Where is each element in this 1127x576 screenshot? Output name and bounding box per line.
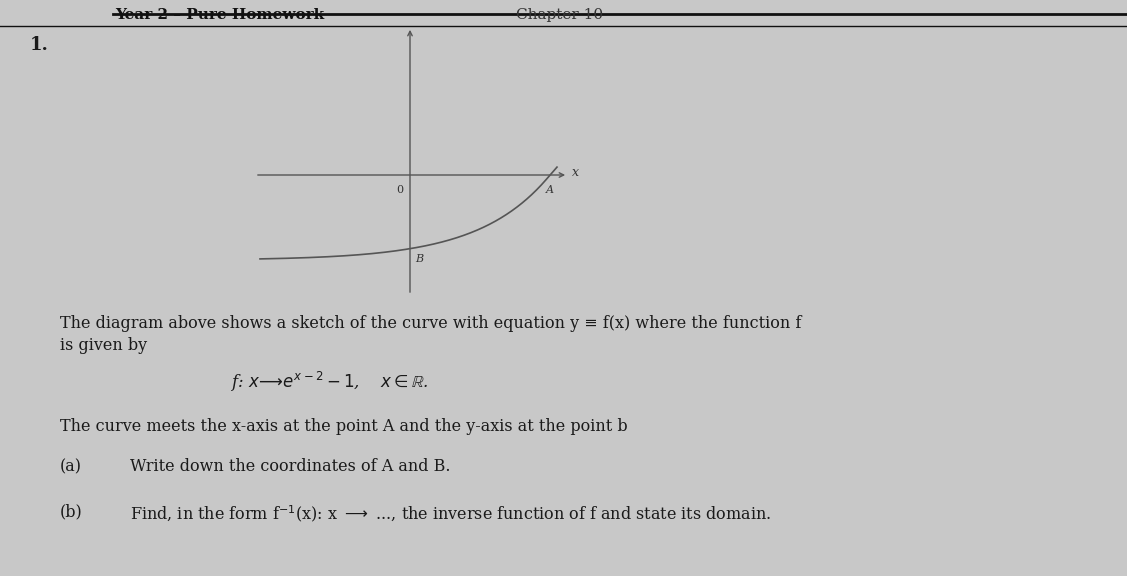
Text: 0: 0	[396, 185, 403, 195]
Text: The curve meets the x-axis at the point A and the y-axis at the point b: The curve meets the x-axis at the point …	[60, 418, 628, 435]
Text: The diagram above shows a sketch of the curve with equation y ≡ f(x) where the f: The diagram above shows a sketch of the …	[60, 315, 801, 332]
Text: Find, in the form f$^{-1}$(x): x $\longrightarrow$ ..., the inverse function of : Find, in the form f$^{-1}$(x): x $\longr…	[130, 503, 771, 524]
Text: x: x	[573, 166, 579, 180]
Text: f: $x \!\longrightarrow\! e^{x-2} - 1$,    $x \in \mathbb{R}$.: f: $x \!\longrightarrow\! e^{x-2} - 1$, …	[230, 370, 428, 394]
Text: (b): (b)	[60, 503, 82, 520]
Text: (a): (a)	[60, 458, 82, 475]
Text: is given by: is given by	[60, 337, 148, 354]
Text: B: B	[415, 253, 423, 264]
Text: Chapter 10: Chapter 10	[516, 8, 604, 22]
Text: 1.: 1.	[30, 36, 48, 54]
Text: Year 2 – Pure Homework: Year 2 – Pure Homework	[115, 8, 325, 22]
Text: A: A	[545, 185, 554, 195]
Text: Write down the coordinates of A and B.: Write down the coordinates of A and B.	[130, 458, 451, 475]
